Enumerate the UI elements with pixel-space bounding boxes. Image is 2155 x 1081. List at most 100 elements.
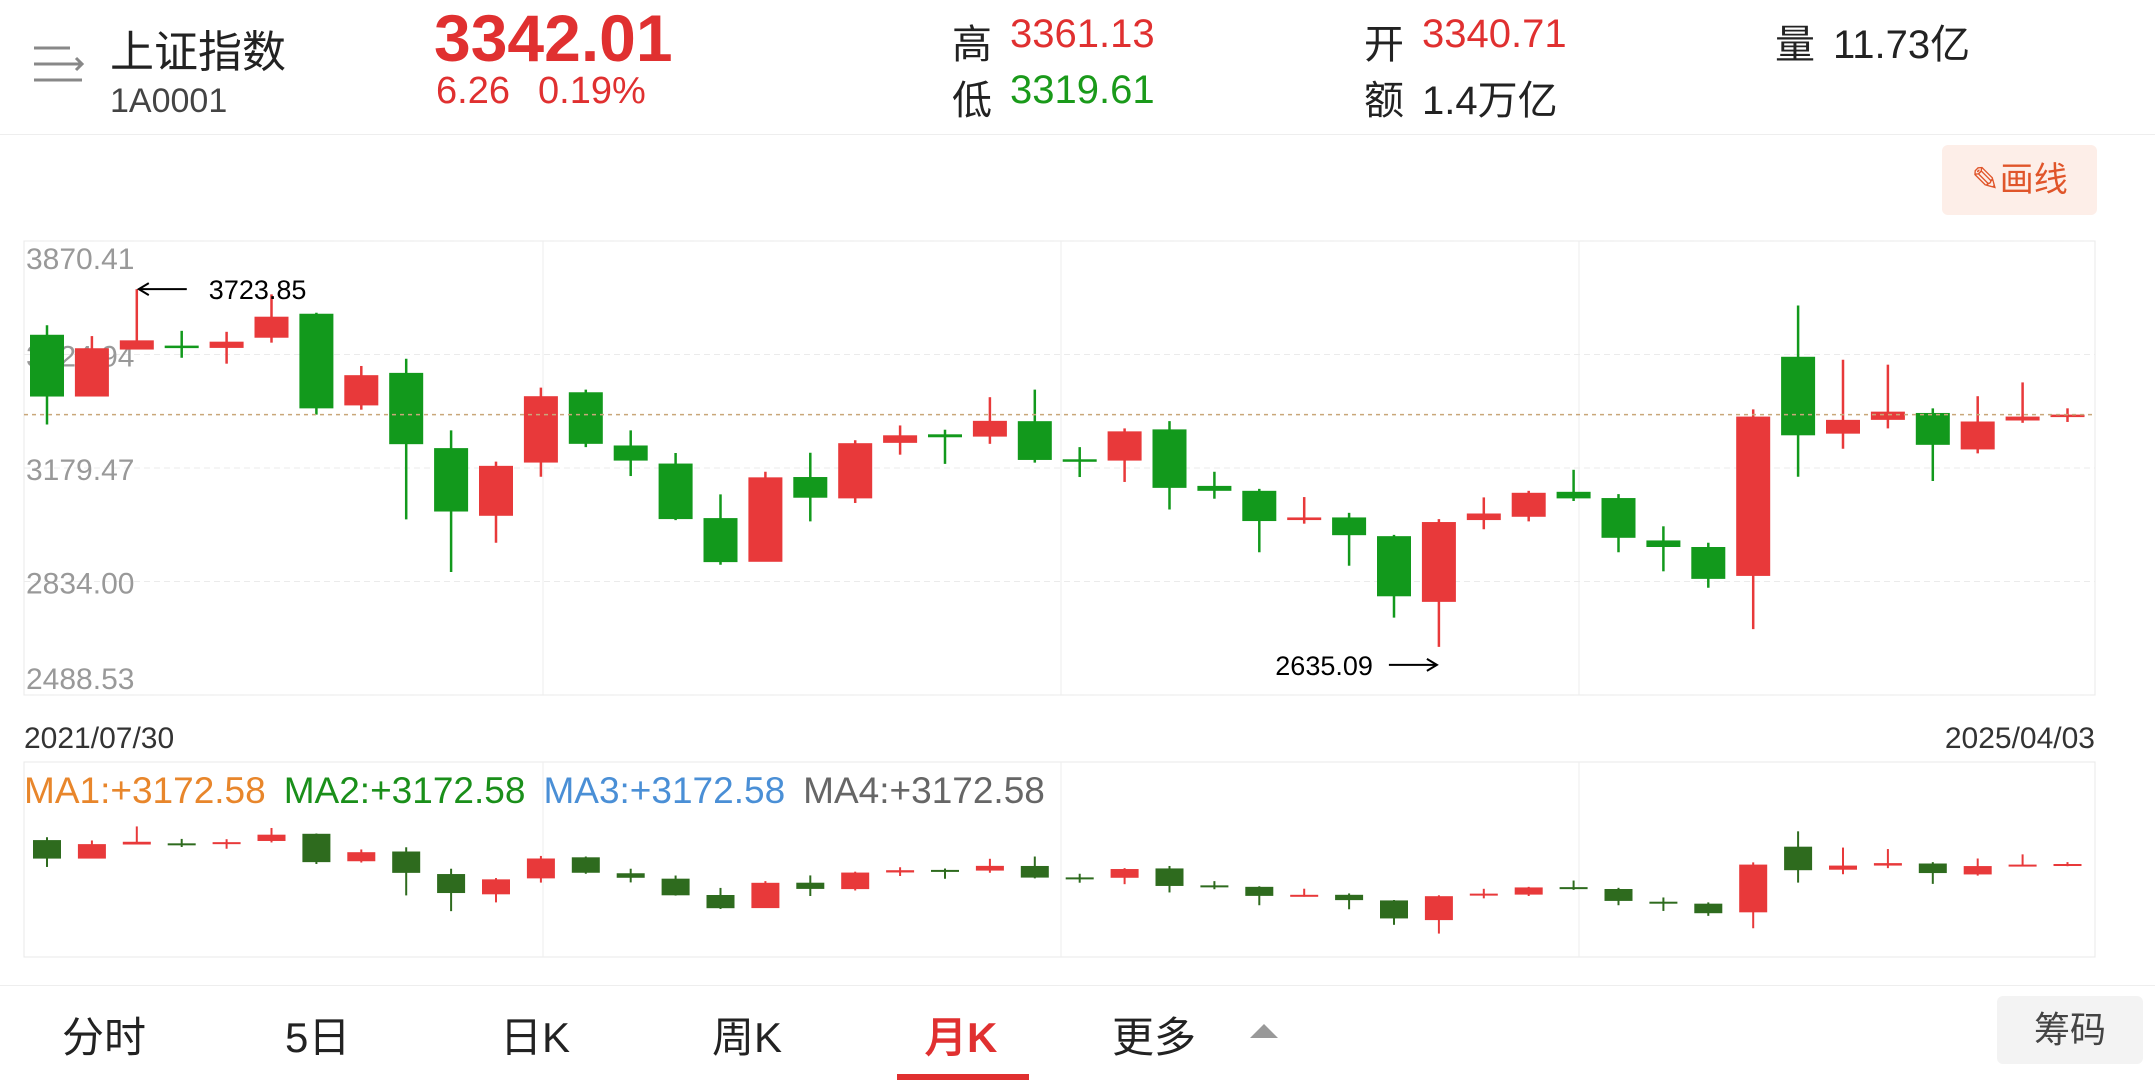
candle-body	[1377, 536, 1411, 597]
index-code: 1A0001	[110, 82, 228, 120]
y-tick-label: 2488.53	[26, 663, 134, 696]
candle-body	[2050, 414, 2085, 418]
candle-body	[838, 443, 873, 499]
mini-candle-body	[482, 879, 510, 895]
stat-value: 11.73亿	[1833, 23, 1971, 67]
mini-candle-body	[706, 895, 735, 909]
candle-body	[434, 448, 469, 512]
mini-candle-body	[571, 857, 600, 873]
tab-bar: 分时 5日 日K 周K 月K 更多 筹码	[0, 985, 2155, 1081]
tab[interactable]: 更多	[1112, 1014, 1197, 1061]
expand-icon[interactable]	[1250, 1022, 1280, 1042]
candle-body	[1287, 517, 1322, 521]
chips-button[interactable]: 筹码	[1997, 996, 2143, 1064]
candle-body	[972, 420, 1007, 437]
mini-candle-body	[77, 844, 106, 859]
stat-value: 3361.13	[1010, 12, 1155, 56]
x-end-label: 2025/04/03	[1945, 722, 2095, 755]
y-tick-label: 3870.41	[26, 243, 134, 276]
candle-body	[2005, 416, 2040, 421]
mini-candle-body	[1694, 903, 1723, 914]
candle-body	[344, 375, 379, 406]
mini-candle-body	[616, 873, 645, 878]
mini-candle-body	[1963, 866, 1992, 875]
mini-candle-body	[841, 872, 870, 890]
stat-value: 3340.71	[1422, 12, 1567, 56]
ma-label: MA4:+3172.58	[803, 770, 1045, 811]
menu-icon[interactable]	[30, 42, 90, 92]
mini-candle-body	[1784, 846, 1813, 871]
mini-candle-body	[347, 852, 376, 862]
mini-candle-body	[167, 843, 196, 846]
candle-body	[254, 316, 289, 338]
mini-candle-body	[1290, 894, 1319, 897]
candle-body	[164, 345, 199, 349]
mini-candle-body	[1155, 868, 1184, 886]
mini-candle-body	[2053, 864, 2082, 867]
stat-value: 3319.61	[1010, 68, 1155, 112]
y-tick-label: 2834.00	[26, 567, 134, 600]
y-tick-label: 3179.47	[26, 454, 134, 487]
candle-body	[1915, 412, 1950, 445]
ma-label: MA2:+3172.58	[284, 770, 526, 811]
candle-body	[389, 372, 424, 445]
draw-button[interactable]: ✎画线	[1942, 145, 2097, 215]
mini-candle-body	[1200, 885, 1229, 888]
tab[interactable]: 日K	[500, 1014, 571, 1061]
min-annotation: 2635.09	[1275, 651, 1373, 681]
candle-body	[1646, 540, 1681, 548]
mini-candle-body	[1559, 887, 1588, 890]
candle-body	[1332, 517, 1367, 536]
candle-body	[793, 477, 828, 498]
candle-body	[748, 477, 783, 562]
stat-label: 低	[952, 79, 992, 123]
candle-body	[1601, 498, 1636, 538]
mini-candle-body	[212, 842, 241, 845]
mini-candle-body	[1514, 887, 1543, 895]
candle-body	[1062, 459, 1097, 462]
header: 上证指数 1A0001 3342.01 6.26 0.19% 高 3361.13…	[0, 0, 2155, 135]
stat-label: 额	[1364, 79, 1404, 123]
ma-label: MA1:+3172.58	[24, 770, 266, 811]
mini-candle-body	[1649, 901, 1678, 904]
candle-body	[209, 341, 244, 348]
stat-label: 开	[1364, 23, 1404, 67]
candle-body	[1781, 356, 1816, 436]
mini-candle-body	[1380, 900, 1408, 919]
mini-candle-body	[437, 874, 466, 894]
chart: 2021/07/30 2025/04/03 3870.413524.943179…	[23, 240, 2096, 958]
candle-body	[1826, 419, 1860, 434]
tab[interactable]: 月K	[925, 1014, 998, 1061]
tab-underline	[897, 1074, 1029, 1080]
change-pct: 0.19%	[538, 70, 646, 112]
tab[interactable]: 分时	[62, 1014, 147, 1061]
candle-body	[523, 396, 558, 463]
stat-label: 高	[952, 23, 992, 67]
mini-candle-body	[1110, 869, 1139, 878]
candle-body	[30, 334, 64, 397]
mini-candle-body	[257, 834, 286, 841]
mini-candle-body	[886, 870, 915, 873]
tab[interactable]: 5日	[285, 1014, 351, 1061]
mini-candle-body	[796, 882, 825, 889]
mini-candle-body	[1918, 863, 1947, 874]
mini-candle-body	[661, 878, 690, 896]
candle-body	[1511, 492, 1546, 517]
ma-label: MA3:+3172.58	[543, 770, 785, 811]
tab[interactable]: 周K	[712, 1014, 783, 1061]
candle-body	[1421, 522, 1456, 602]
annotation-arrowhead	[1426, 657, 1439, 672]
price: 3342.01	[434, 1, 673, 75]
candle-body	[74, 348, 109, 397]
mini-candle-body	[975, 865, 1004, 871]
mini-candle-body	[1873, 863, 1902, 866]
candle-body	[479, 465, 513, 516]
candle-body	[1556, 491, 1591, 499]
mini-candle-body	[1829, 865, 1857, 870]
mini-candle-body	[1020, 865, 1049, 878]
mini-candle-body	[33, 840, 61, 859]
mini-candle-body	[122, 841, 151, 845]
candle-body	[1736, 416, 1771, 576]
stat-value: 1.4万亿	[1422, 79, 1558, 123]
